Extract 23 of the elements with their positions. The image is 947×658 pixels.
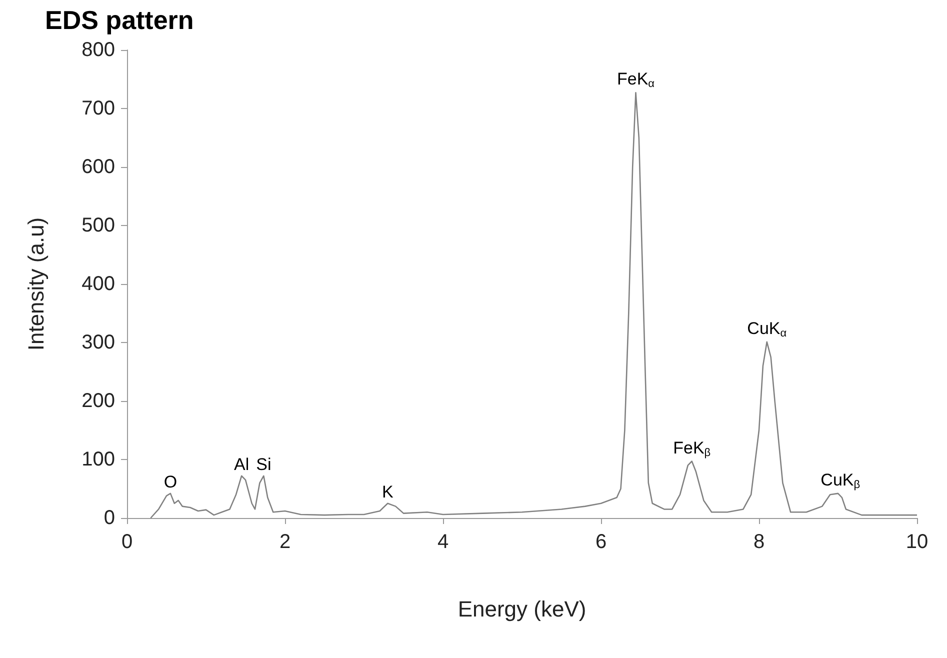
y-tick-label: 0 [104,507,115,529]
chart-title: EDS pattern [45,5,194,35]
x-tick-label: 8 [753,531,765,553]
y-tick-label: 100 [82,448,115,470]
y-tick-label: 400 [82,273,115,295]
annotation: K [382,482,394,502]
x-tick-label: 0 [121,531,133,553]
annotation: Al [234,454,250,474]
y-tick-label: 800 [82,39,115,61]
x-tick-label: 2 [279,531,291,553]
annotation: Si [256,454,272,474]
y-tick-label: 300 [82,332,115,354]
y-tick-label: 600 [82,156,115,178]
x-tick-label: 4 [437,531,449,553]
y-tick-label: 700 [82,98,115,120]
x-axis-title: Energy (keV) [458,596,586,622]
x-tick-label: 10 [906,531,928,553]
annotation: O [164,472,178,492]
x-tick-label: 6 [595,531,607,553]
y-tick-label: 200 [82,390,115,412]
line-series [150,92,918,519]
y-tick-label: 500 [82,214,115,236]
y-axis-title: Intensity (a.u) [24,217,48,351]
